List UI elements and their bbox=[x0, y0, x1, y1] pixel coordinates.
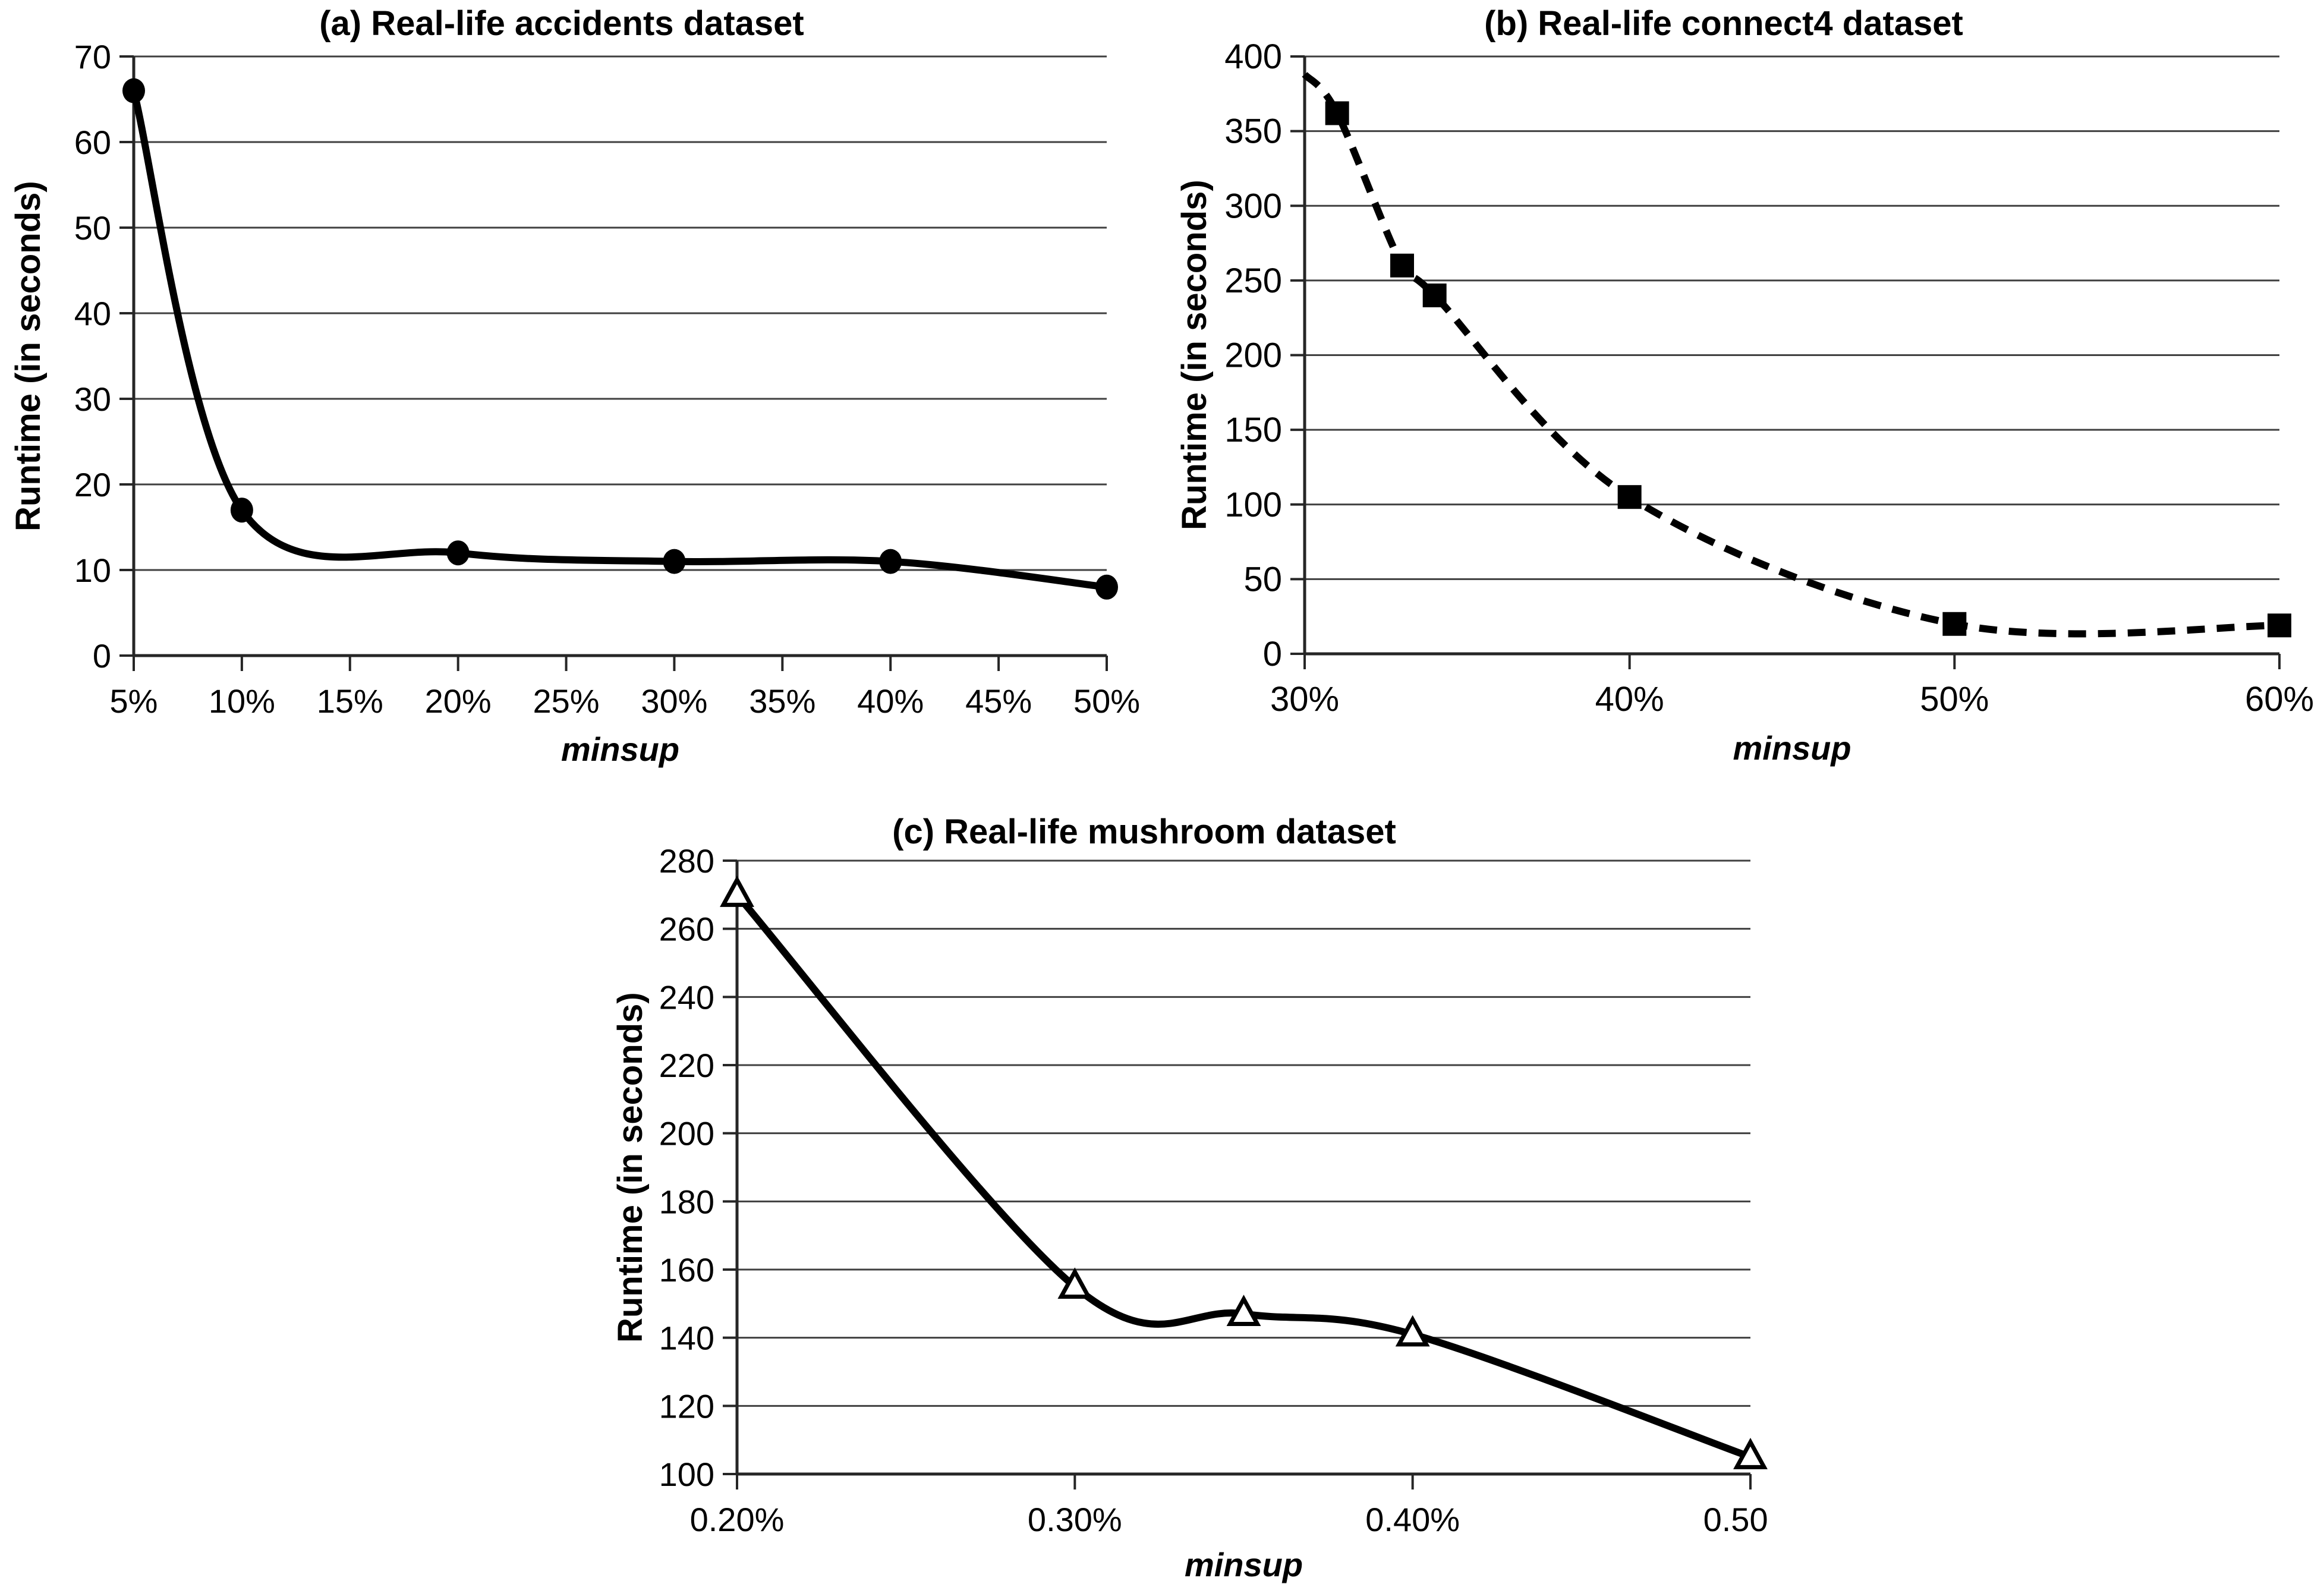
y-tick-label: 0 bbox=[93, 637, 111, 675]
data-point-triangle bbox=[1733, 1438, 1768, 1469]
data-point-circle bbox=[879, 549, 902, 574]
series-runtime bbox=[122, 78, 1118, 600]
series-line bbox=[733, 891, 1754, 1461]
chart-a-title: (a) Real-life accidents dataset bbox=[319, 4, 804, 43]
y-tick-label: 150 bbox=[1224, 411, 1282, 449]
y-tick-label: 70 bbox=[74, 38, 111, 75]
y-tick-label: 10 bbox=[74, 552, 111, 589]
x-tick-label: 40% bbox=[857, 682, 924, 720]
gridlines bbox=[1305, 55, 2279, 580]
y-tick-label: 260 bbox=[659, 911, 714, 948]
x-tick-label: 40% bbox=[1595, 680, 1664, 719]
tick-marks bbox=[723, 859, 1752, 1489]
x-tick-label: 50% bbox=[1920, 680, 1989, 719]
x-tick-label: 30% bbox=[641, 682, 707, 720]
data-point-square bbox=[1422, 284, 1447, 307]
chart-b: (b) Real-life connect4 dataset Runtime (… bbox=[1159, 0, 2324, 791]
data-point-square bbox=[1617, 485, 1642, 509]
gridlines bbox=[134, 55, 1107, 571]
chart-c-plot: 100 120 140 160 180 200 220 240 260 280 0.20% 0.30%… bbox=[659, 842, 1768, 1538]
series-runtime bbox=[1302, 71, 2291, 638]
tick-labels: 0 10 20 30 40 50 60 70 5% 10% 15% 20% 25% 30% 35% 40% 45… bbox=[74, 38, 1140, 720]
x-tick-label: 0.50% bbox=[1703, 1501, 1768, 1538]
axes bbox=[735, 861, 1750, 1476]
chart-c-x-axis-label: minsup bbox=[1184, 1546, 1303, 1583]
y-tick-label: 280 bbox=[659, 842, 714, 880]
y-tick-label: 100 bbox=[659, 1456, 714, 1493]
data-point-triangle bbox=[1057, 1267, 1092, 1299]
y-tick-label: 180 bbox=[659, 1183, 714, 1220]
y-tick-label: 200 bbox=[659, 1115, 714, 1152]
y-tick-label: 20 bbox=[74, 466, 111, 503]
y-tick-label: 140 bbox=[659, 1320, 714, 1357]
data-point-square bbox=[1942, 612, 1967, 636]
y-tick-label: 250 bbox=[1224, 262, 1282, 300]
y-tick-label: 60 bbox=[74, 124, 111, 161]
tick-marks bbox=[1290, 55, 2281, 669]
y-tick-label: 300 bbox=[1224, 187, 1282, 225]
data-point-square bbox=[1390, 253, 1414, 278]
data-point-triangle bbox=[1395, 1315, 1430, 1347]
data-point-circle bbox=[446, 540, 470, 566]
data-point-triangle bbox=[720, 876, 754, 907]
x-tick-label: 0.40% bbox=[1365, 1501, 1460, 1538]
series-runtime bbox=[720, 876, 1768, 1469]
x-tick-label: 10% bbox=[209, 682, 275, 720]
data-point-circle bbox=[663, 549, 686, 574]
tick-marks bbox=[119, 55, 1108, 671]
y-tick-label: 120 bbox=[659, 1387, 714, 1425]
y-tick-label: 400 bbox=[1224, 37, 1282, 76]
x-tick-label: 60% bbox=[2245, 680, 2314, 719]
y-tick-label: 50 bbox=[74, 209, 111, 247]
tick-labels: 100 120 140 160 180 200 220 240 260 280 0.20% 0.30%… bbox=[659, 842, 1768, 1538]
y-tick-label: 160 bbox=[659, 1251, 714, 1289]
data-point-circle bbox=[1095, 574, 1118, 600]
tick-labels: 0 50 100 150 200 250 300 350 400 30% 40% 50% 60% bbox=[1224, 37, 2314, 719]
x-tick-label: 0.20% bbox=[690, 1501, 785, 1538]
y-tick-label: 240 bbox=[659, 978, 714, 1016]
data-point-square bbox=[2268, 613, 2291, 638]
series-line bbox=[130, 87, 1110, 591]
data-point-circle bbox=[122, 78, 145, 103]
chart-b-title: (b) Real-life connect4 dataset bbox=[1484, 4, 1963, 43]
chart-a-plot: 0 10 20 30 40 50 60 70 5% 10% 15% 20% 25% 30% 35% 40% 45… bbox=[74, 38, 1140, 720]
x-tick-label: 45% bbox=[965, 682, 1032, 720]
data-point-circle bbox=[230, 497, 253, 523]
y-tick-label: 200 bbox=[1224, 336, 1282, 375]
series-line bbox=[1302, 71, 2280, 638]
chart-a: (a) Real-life accidents dataset Runtime … bbox=[0, 0, 1159, 791]
data-point-square bbox=[1325, 101, 1349, 125]
data-point-triangle bbox=[1226, 1295, 1261, 1327]
y-tick-label: 50 bbox=[1243, 560, 1282, 599]
x-tick-label: 0.30% bbox=[1028, 1501, 1122, 1538]
y-tick-label: 30 bbox=[74, 380, 111, 418]
y-tick-label: 220 bbox=[659, 1047, 714, 1084]
x-tick-label: 5% bbox=[110, 682, 158, 720]
chart-c-title: (c) Real-life mushroom dataset bbox=[892, 813, 1396, 851]
chart-b-x-axis-label: minsup bbox=[1733, 729, 1851, 767]
chart-b-plot: 0 50 100 150 200 250 300 350 400 30% 40% 50% 60% bbox=[1224, 37, 2314, 719]
x-tick-label: 15% bbox=[317, 682, 383, 720]
y-tick-label: 350 bbox=[1224, 112, 1282, 151]
y-tick-label: 0 bbox=[1263, 635, 1282, 673]
x-tick-label: 25% bbox=[533, 682, 600, 720]
x-tick-label: 35% bbox=[749, 682, 815, 720]
y-tick-label: 100 bbox=[1224, 486, 1282, 524]
y-tick-label: 40 bbox=[74, 295, 111, 332]
chart-c: (c) Real-life mushroom dataset Runtime (… bbox=[556, 792, 1768, 1583]
x-tick-label: 30% bbox=[1270, 680, 1339, 719]
axes bbox=[132, 56, 1107, 657]
chart-a-x-axis-label: minsup bbox=[560, 730, 680, 768]
x-tick-label: 20% bbox=[425, 682, 492, 720]
x-tick-label: 50% bbox=[1073, 682, 1140, 720]
gridlines bbox=[737, 859, 1750, 1407]
